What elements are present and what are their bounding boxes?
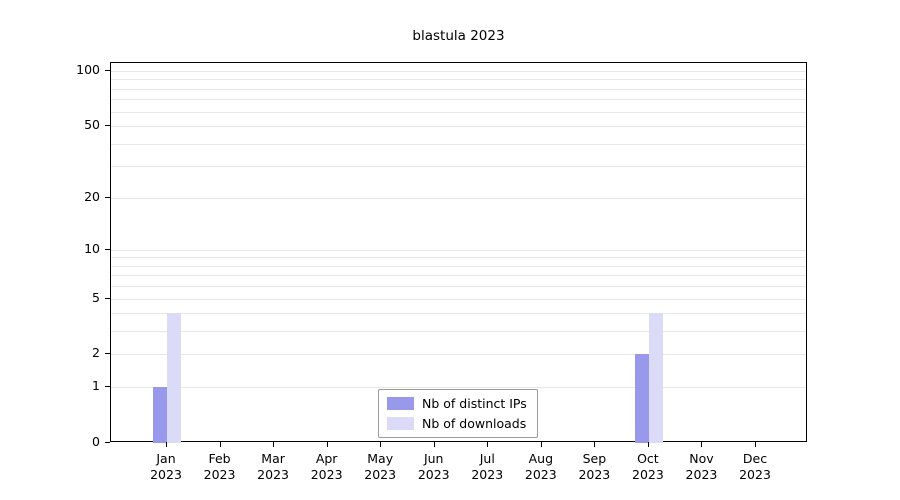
chart-title: blastula 2023 — [412, 28, 505, 44]
gridline — [111, 99, 806, 101]
x-tick — [701, 442, 703, 447]
gridline — [111, 387, 806, 389]
gridline — [111, 331, 806, 333]
gridline — [111, 275, 806, 277]
x-tick-label: Apr 2023 — [310, 451, 343, 482]
x-tick-label: Dec 2023 — [739, 451, 771, 482]
bar-distinct-ips — [153, 387, 167, 443]
gridline — [111, 126, 806, 128]
x-tick — [219, 442, 221, 447]
gridline — [111, 166, 806, 168]
legend-swatch — [387, 397, 414, 410]
gridline — [111, 197, 806, 199]
x-tick — [273, 442, 275, 447]
y-tick-label: 0 — [92, 434, 100, 449]
gridline — [111, 79, 806, 81]
x-tick — [540, 442, 542, 447]
plot-area: Nb of distinct IPs Nb of downloads — [110, 62, 807, 443]
y-tick-label: 5 — [92, 289, 100, 305]
gridline — [111, 111, 806, 113]
y-tick-label: 100 — [76, 62, 100, 77]
x-tick-label: Nov 2023 — [685, 451, 718, 482]
legend-label: Nb of downloads — [422, 416, 527, 431]
legend: Nb of distinct IPs Nb of downloads — [378, 389, 538, 438]
x-tick-label: Jul 2023 — [471, 451, 504, 482]
gridline — [111, 286, 806, 288]
x-tick — [487, 442, 489, 447]
x-tick-label: Feb 2023 — [203, 451, 236, 482]
legend-swatch — [387, 417, 414, 430]
gridline — [111, 88, 806, 90]
gridline — [111, 257, 806, 259]
x-tick-label: Mar 2023 — [257, 451, 289, 482]
gridline — [111, 298, 806, 300]
y-tick — [105, 442, 110, 443]
x-tick-label: Aug 2023 — [524, 451, 557, 482]
x-tick-label: Jun 2023 — [417, 451, 450, 482]
y-tick-label: 50 — [84, 117, 100, 133]
x-tick-label: Jan 2023 — [150, 451, 182, 482]
gridline — [111, 71, 806, 72]
x-tick — [326, 442, 328, 447]
x-tick-label: Oct 2023 — [632, 451, 664, 482]
gridline — [111, 249, 806, 251]
x-tick — [594, 442, 596, 447]
legend-item: Nb of downloads — [387, 416, 527, 431]
bar-distinct-ips — [634, 354, 649, 443]
x-tick — [380, 442, 382, 447]
gridline — [111, 354, 806, 356]
gridline — [111, 313, 806, 315]
x-tick-label: May 2023 — [364, 451, 397, 482]
legend-label: Nb of distinct IPs — [422, 396, 527, 411]
bar-downloads — [648, 313, 663, 443]
bar-downloads — [167, 313, 181, 443]
y-tick-label: 20 — [84, 188, 100, 204]
x-tick — [433, 442, 435, 447]
gridline — [111, 265, 806, 267]
y-tick-label: 2 — [92, 345, 100, 361]
gridline — [111, 143, 806, 145]
y-tick-label: 10 — [84, 240, 100, 256]
x-tick — [755, 442, 756, 447]
x-tick-label: Sep 2023 — [578, 451, 611, 482]
legend-item: Nb of distinct IPs — [387, 396, 527, 411]
y-tick-label: 1 — [92, 378, 100, 394]
